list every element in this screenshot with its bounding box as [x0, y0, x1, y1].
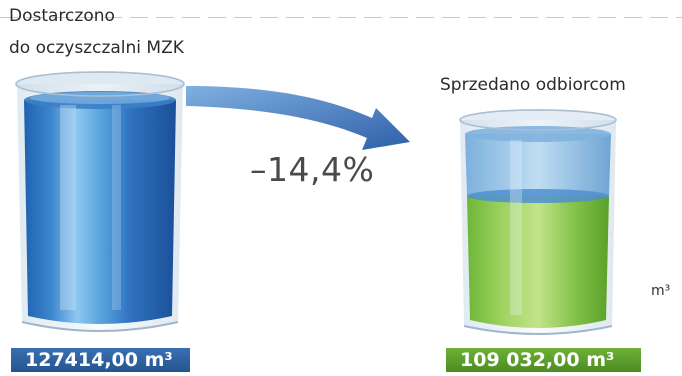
source-label-line2: do oczyszczalni MZK [9, 38, 184, 58]
decrease-arrow [186, 86, 410, 150]
change-percentage: –14,4% [250, 150, 375, 189]
top-divider [0, 17, 682, 18]
destination-value-badge: 109 032,00 m³ [446, 348, 641, 372]
source-value-badge: 127414,00 m³ [11, 348, 190, 372]
unit-label: m³ [651, 283, 671, 299]
source-label-line1: Dostarczono [9, 6, 115, 26]
destination-glass [459, 109, 617, 335]
source-glass [15, 71, 185, 332]
destination-label: Sprzedano odbiorcom [440, 75, 626, 95]
